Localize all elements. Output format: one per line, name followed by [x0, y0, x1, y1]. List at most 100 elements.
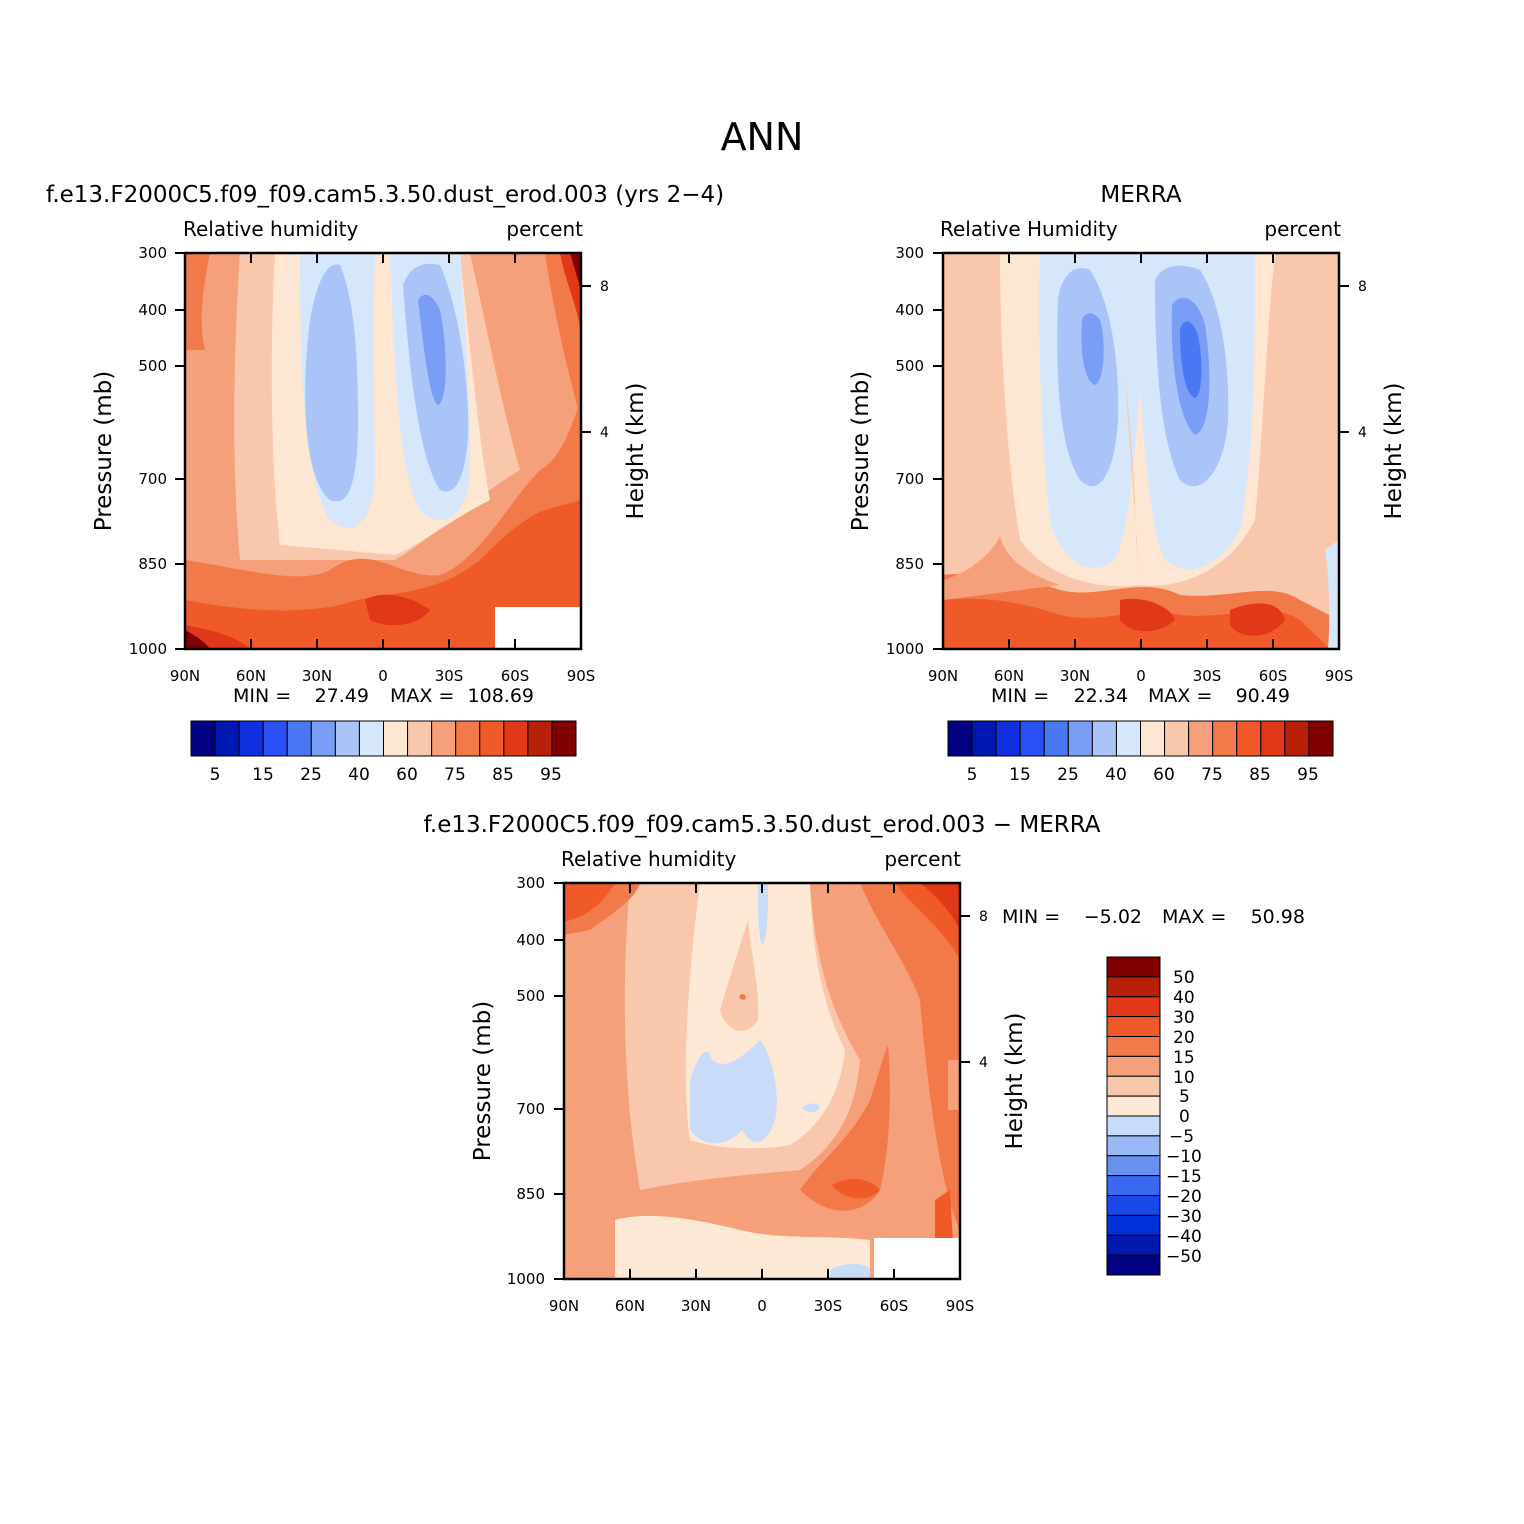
- colorbar-swatch: [1043, 720, 1069, 757]
- colorbar-label: −10: [1166, 1147, 1202, 1167]
- colorbar-swatch: [1106, 1075, 1161, 1097]
- y-tick-label: 1000: [886, 640, 924, 658]
- max-label: MAX =: [1148, 685, 1212, 707]
- colorbar-label: 25: [300, 765, 322, 785]
- colorbar-label: −50: [1166, 1247, 1202, 1267]
- panel-diff-subtitle-left: Relative humidity: [561, 847, 736, 871]
- x-tick-label: 0: [378, 667, 388, 685]
- panel-diff-stats: MIN = −5.02 MAX = 50.98: [1002, 906, 1305, 928]
- panel-model-stats: MIN = 27.49 MAX = 108.69: [233, 685, 534, 707]
- y-tick-label: 500: [895, 357, 924, 375]
- colorbar-label: 95: [540, 765, 562, 785]
- colorbar-label: −40: [1166, 1227, 1202, 1247]
- x-tick-label: 60N: [236, 667, 266, 685]
- colorbar-swatch: [383, 720, 409, 757]
- colorbar-swatch: [1106, 1115, 1161, 1137]
- colorbar-swatch: [455, 720, 481, 757]
- height-tick-label: 8: [1358, 279, 1367, 295]
- colorbar-swatch: [503, 720, 529, 757]
- panel-model-subtitle-left: Relative humidity: [183, 217, 358, 241]
- colorbar-label: 25: [1057, 765, 1079, 785]
- field-band: [305, 264, 358, 502]
- colorbar-swatch: [1115, 720, 1141, 757]
- panel-model-subtitle-right: percent: [506, 217, 583, 241]
- colorbar-label: 40: [1173, 988, 1195, 1008]
- field-band: [1230, 603, 1285, 636]
- field-band: [830, 1263, 870, 1279]
- field-band: [185, 630, 210, 649]
- y-tick-label: 850: [138, 555, 167, 573]
- y-tick-label: 400: [138, 301, 167, 319]
- panel-obs: MERRA Relative Humidity percent 90N 6: [848, 182, 1407, 785]
- panel-obs-subtitle-right: percent: [1264, 217, 1341, 241]
- x-tick-label: 30N: [1060, 667, 1090, 685]
- colorbar-swatch: [1106, 1135, 1161, 1157]
- colorbar-swatch: [527, 720, 553, 757]
- panel-obs-subtitle-left: Relative Humidity: [940, 217, 1118, 241]
- y-tick-label: 300: [895, 244, 924, 262]
- panel-obs-ylabel-right: Height (km): [1381, 382, 1407, 519]
- colorbar-swatch: [1106, 1095, 1161, 1117]
- x-tick-label: 90S: [567, 667, 596, 685]
- height-tick-label: 4: [1358, 425, 1367, 441]
- colorbar-label: 75: [444, 765, 466, 785]
- height-tick-label: 4: [979, 1055, 988, 1071]
- colorbar-label: 5: [210, 765, 221, 785]
- height-tick-label: 8: [600, 279, 609, 295]
- colorbar-swatch: [1164, 720, 1190, 757]
- colorbar-label: 85: [492, 765, 514, 785]
- max-value: 108.69: [468, 685, 534, 707]
- field-band: [570, 253, 581, 290]
- panel-model-yticklabels: 300 400 500 700 850 1000: [129, 244, 167, 658]
- colorbar-swatch: [286, 720, 312, 757]
- panel-model: f.e13.F2000C5.f09_f09.cam5.3.50.dust_ero…: [46, 182, 724, 785]
- colorbar-label: 0: [1179, 1107, 1190, 1127]
- panel-model-ylabel: Pressure (mb): [91, 371, 117, 531]
- colorbar-swatch: [1106, 1036, 1161, 1057]
- colorbar-swatch: [1308, 720, 1334, 757]
- field-band: [720, 920, 759, 1031]
- panel-obs-ticks: [933, 252, 1349, 650]
- colorbar-swatch: [1106, 1175, 1161, 1196]
- y-tick-label: 850: [895, 555, 924, 573]
- colorbar-swatch: [1106, 976, 1161, 998]
- colorbar-swatch: [1106, 1016, 1161, 1037]
- colorbar-swatch: [190, 720, 216, 757]
- panel-diff-ticks: [554, 882, 970, 1280]
- panel-diff-colorbar-labels: 50 40 30 20 15 10 5 0 −5 −10 −15 −20 −30…: [1166, 968, 1202, 1267]
- colorbar-label: −20: [1166, 1187, 1202, 1207]
- x-tick-label: 90N: [928, 667, 958, 685]
- panel-model-xticklabels: 90N 60N 30N 0 30S 60S 90S: [170, 667, 595, 685]
- field-band: [365, 594, 430, 626]
- field-band: [1325, 540, 1339, 649]
- min-label: MIN =: [233, 685, 291, 707]
- colorbar-swatch: [1019, 720, 1045, 757]
- x-tick-label: 60N: [615, 1297, 645, 1315]
- colorbar-swatch: [431, 720, 457, 757]
- field-band: [943, 535, 1060, 600]
- x-tick-label: 30S: [814, 1297, 843, 1315]
- colorbar-swatch: [1106, 1214, 1161, 1236]
- field-band: [920, 883, 960, 930]
- missing-data-box: [495, 607, 581, 649]
- colorbar-label: 50: [1173, 968, 1195, 988]
- colorbar-label: 15: [252, 765, 274, 785]
- x-tick-label: 60S: [501, 667, 530, 685]
- colorbar-swatch: [238, 720, 264, 757]
- min-value: 27.49: [315, 685, 369, 707]
- field-band: [1081, 313, 1104, 385]
- field-band: [615, 1215, 870, 1279]
- colorbar-label: 60: [396, 765, 418, 785]
- panel-obs-stats: MIN = 22.34 MAX = 90.49: [991, 685, 1290, 707]
- x-tick-label: 60N: [994, 667, 1024, 685]
- colorbar-swatch: [334, 720, 360, 757]
- panel-model-ylabel-right: Height (km): [623, 382, 649, 519]
- x-tick-label: 0: [757, 1297, 767, 1315]
- panel-diff-xticklabels: 90N 60N 30N 0 30S 60S 90S: [549, 1297, 974, 1315]
- colorbar-label: 5: [967, 765, 978, 785]
- panel-model-ticks: [175, 252, 591, 650]
- field-band: [690, 1040, 777, 1144]
- y-tick-label: 700: [516, 1100, 545, 1118]
- colorbar-label: 75: [1201, 765, 1223, 785]
- colorbar-label: 15: [1009, 765, 1031, 785]
